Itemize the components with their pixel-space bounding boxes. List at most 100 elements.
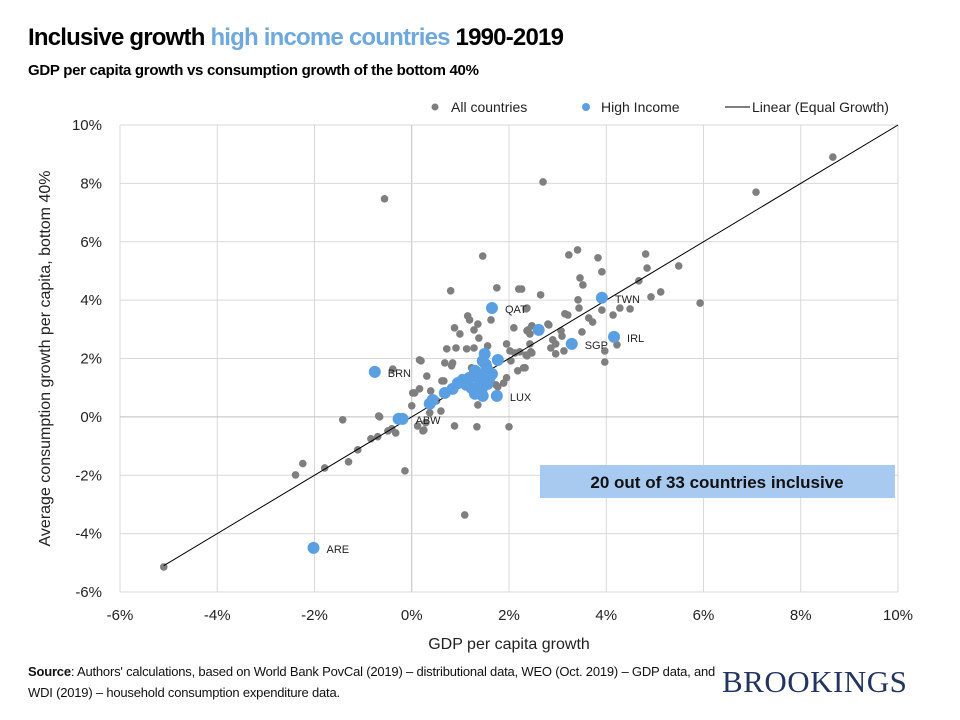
high-income-point (396, 412, 409, 425)
all-countries-point (487, 316, 495, 324)
high-income-point (423, 397, 436, 410)
all-countries-point (578, 328, 586, 336)
all-countries-point (579, 281, 587, 289)
all-countries-point (401, 467, 409, 475)
all-countries-point (564, 311, 572, 319)
legend-all-label: All countries (451, 99, 527, 115)
all-countries-point (338, 415, 347, 424)
all-countries-point (422, 418, 430, 427)
all-countries-point (829, 153, 837, 161)
all-countries-point (547, 344, 555, 352)
x-tick-label: 4% (595, 607, 617, 624)
y-tick-label: 6% (80, 234, 102, 251)
all-countries-point (465, 316, 474, 324)
high-income-point (565, 337, 578, 350)
point-label: SGP (585, 340, 608, 352)
all-countries-point (576, 274, 584, 282)
equal-growth-line (163, 124, 899, 567)
all-countries-point (626, 305, 634, 313)
all-countries-point (507, 357, 515, 365)
all-countries-point (573, 246, 582, 254)
all-countries-point (551, 350, 560, 358)
all-countries-point (656, 288, 665, 296)
all-countries-point (478, 252, 487, 260)
high-income-point (490, 389, 503, 402)
all-countries-point (696, 299, 704, 307)
point-label: TWN (615, 294, 640, 306)
all-countries-point (413, 422, 422, 430)
all-countries-point (291, 471, 300, 479)
all-countries-point (536, 291, 545, 299)
annotation-text: 20 out of 33 countries inclusive (590, 473, 843, 492)
all-countries-point (299, 459, 307, 468)
all-countries-point (423, 372, 431, 380)
all-countries-point (544, 320, 552, 328)
all-countries-point (475, 334, 483, 342)
source-text: : Authors' calculations, based on World … (28, 664, 716, 700)
x-tick-label: 10% (883, 607, 913, 624)
all-countries-point (456, 330, 464, 338)
all-countries-point (574, 296, 582, 304)
all-countries-point (594, 254, 602, 262)
y-tick-label: 0% (80, 409, 102, 426)
high-income-point (491, 353, 504, 366)
all-countries-point (437, 407, 445, 415)
all-countries-point (470, 326, 478, 334)
point-label: ABW (416, 415, 442, 427)
all-countries-point (598, 268, 606, 276)
all-countries-point (425, 408, 434, 417)
legend-line-label: Linear (Equal Growth) (752, 99, 889, 115)
all-countries-point (473, 422, 481, 431)
all-countries-point (380, 195, 389, 203)
chart-subtitle: GDP per capita growth vs consumption gro… (28, 62, 479, 79)
all-countries-point (470, 344, 478, 352)
all-countries-point (450, 422, 459, 430)
legend-high-income-marker (582, 103, 590, 111)
all-countries-point (375, 413, 384, 421)
all-countries-point (483, 342, 492, 350)
source-note: Source: Authors' calculations, based on … (28, 661, 718, 703)
all-countries-point (600, 347, 609, 355)
all-countries-point (643, 264, 651, 272)
high-income-point (472, 368, 485, 381)
legend-high-income-label: High Income (601, 99, 680, 115)
all-countries-point (616, 304, 624, 312)
x-tick-label: -6% (107, 607, 134, 624)
legend-all-marker (431, 103, 439, 111)
all-countries-point (513, 366, 522, 375)
all-countries-point (609, 311, 617, 319)
high-income-point (438, 386, 451, 399)
high-income-point (368, 365, 381, 378)
all-countries-point (517, 285, 526, 293)
y-tick-label: 10% (72, 117, 102, 134)
y-tick-label: 2% (80, 351, 102, 368)
source-label: Source (28, 664, 71, 679)
all-countries-point (674, 262, 683, 270)
high-income-point (595, 291, 608, 304)
all-countries-point (474, 320, 482, 328)
x-tick-label: 6% (693, 607, 715, 624)
all-countries-point (598, 306, 606, 314)
high-income-point (608, 330, 621, 343)
all-countries-point (588, 318, 597, 326)
all-countries-point (447, 361, 456, 370)
x-axis-label: GDP per capita growth (428, 636, 590, 653)
x-tick-label: 2% (498, 607, 520, 624)
all-countries-point (752, 188, 760, 196)
all-countries-point (460, 511, 469, 519)
high-income-point (460, 378, 473, 391)
all-countries-point (613, 340, 621, 349)
all-countries-point (502, 340, 511, 348)
y-tick-label: 8% (80, 175, 102, 192)
all-countries-point (493, 284, 501, 292)
x-tick-label: 8% (790, 607, 812, 624)
high-income-point (485, 302, 498, 315)
all-countries-point (565, 251, 573, 259)
high-income-point (307, 541, 320, 554)
all-countries-point (446, 286, 455, 295)
all-countries-point (474, 401, 482, 409)
title-years: 1990-2019 (449, 24, 564, 51)
all-countries-point (505, 422, 513, 431)
point-label: IRL (627, 333, 644, 345)
y-tick-label: 4% (80, 292, 102, 309)
